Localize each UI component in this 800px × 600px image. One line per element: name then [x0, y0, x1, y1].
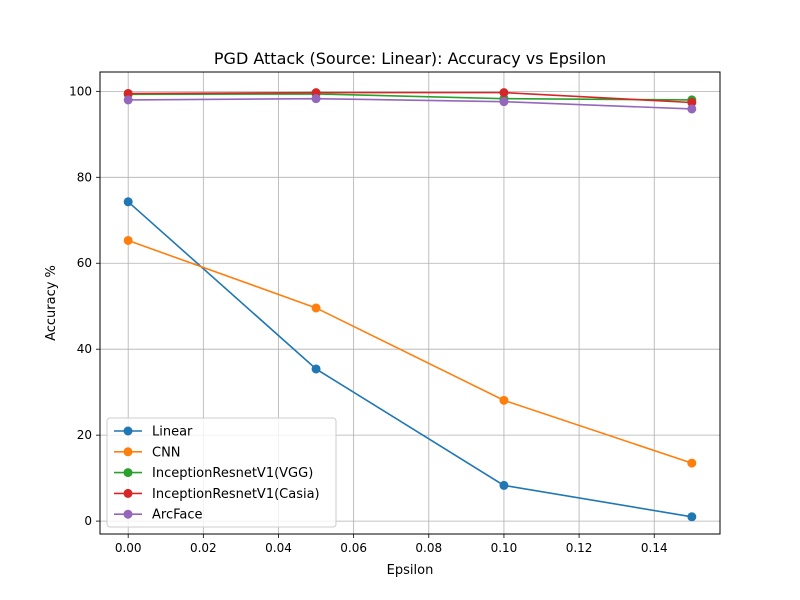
legend-label-4: ArcFace — [152, 508, 203, 523]
data-point — [123, 88, 133, 98]
series-group — [123, 88, 697, 522]
data-point — [123, 235, 133, 245]
data-point — [687, 98, 697, 108]
legend-label-2: InceptionResnetV1(VGG) — [152, 466, 313, 481]
x-tick-label: 0.06 — [340, 541, 367, 555]
legend-box — [106, 417, 337, 528]
data-point — [499, 97, 509, 107]
x-tick-label: 0.04 — [265, 541, 292, 555]
plot-area-frame — [99, 71, 721, 535]
legend-marker-2 — [123, 468, 133, 478]
legend-marker-4 — [123, 509, 133, 519]
y-tick-label: 40 — [77, 342, 92, 356]
series-line-0 — [127, 201, 692, 518]
legend-marker-1 — [123, 447, 133, 457]
legend-marker-3 — [123, 488, 133, 498]
x-tick-label: 0.14 — [641, 541, 668, 555]
data-point — [499, 480, 509, 490]
series-line-4 — [128, 97, 692, 110]
data-point — [687, 458, 697, 468]
series-line-3 — [128, 91, 692, 104]
series-line-2 — [128, 93, 692, 101]
data-point — [123, 197, 133, 207]
y-tick-label: 80 — [77, 170, 92, 184]
y-tick-label: 20 — [77, 428, 92, 442]
legend: Linear CNN InceptionResnetV1(VGG) Inception… — [106, 417, 337, 528]
y-tick-label: 60 — [77, 256, 92, 270]
series-line-1 — [127, 239, 693, 464]
data-point — [123, 95, 133, 105]
y-axis-label: Accuracy % — [44, 265, 59, 341]
x-tick-label: 0.08 — [415, 541, 442, 555]
data-point — [499, 395, 509, 405]
data-point — [499, 88, 509, 98]
x-tick-label: 0.00 — [115, 541, 142, 555]
data-point — [687, 512, 697, 522]
legend-label-1: CNN — [152, 445, 181, 460]
data-point — [687, 104, 697, 114]
y-tick-label: 0 — [84, 514, 92, 528]
y-tick-label: 100 — [69, 84, 92, 98]
x-axis-label: Epsilon — [387, 563, 434, 578]
legend-marker-0 — [123, 426, 133, 436]
legend-label-0: Linear — [152, 425, 193, 440]
data-point — [311, 364, 321, 374]
legend-label-3: InceptionResnetV1(Casia) — [152, 487, 320, 502]
axis-ticks: 0.00 0.02 0.04 0.06 0.08 0.10 0.12 0.14 0 20 40 60 8… — [69, 84, 668, 555]
x-tick-label: 0.10 — [491, 541, 518, 555]
x-tick-label: 0.02 — [190, 541, 217, 555]
chart-title: PGD Attack (Source: Linear): Accuracy vs… — [214, 49, 606, 68]
data-point — [311, 303, 321, 313]
data-point — [311, 94, 321, 104]
x-tick-label: 0.12 — [566, 541, 593, 555]
